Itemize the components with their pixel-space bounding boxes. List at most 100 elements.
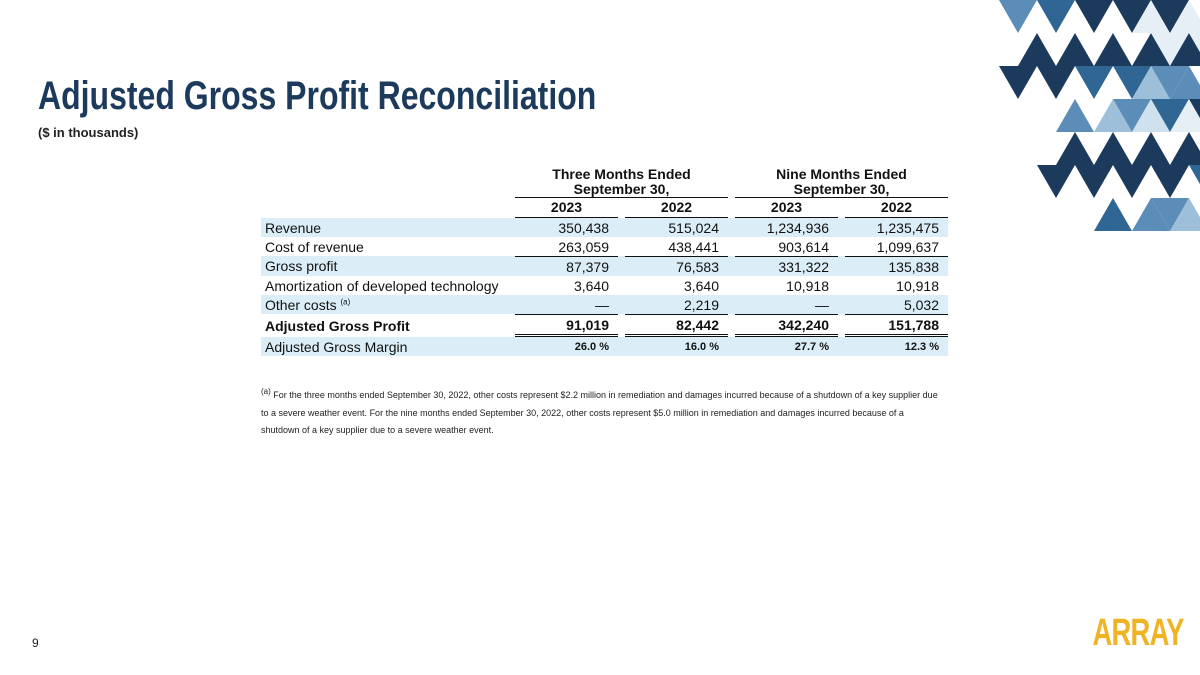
cell: 1,234,936	[735, 218, 838, 237]
table-row: Amortization of developed technology 3,64…	[261, 276, 948, 295]
gap	[728, 198, 735, 218]
gap	[728, 337, 735, 356]
group-line: Nine Months Ended	[776, 166, 907, 182]
triangle	[1113, 99, 1151, 132]
row-label-text: Adjusted Gross Profit	[265, 317, 410, 334]
row-label-text: Revenue	[265, 219, 322, 236]
subtitle: ($ in thousands)	[38, 125, 139, 140]
triangle	[1132, 0, 1170, 33]
triangle	[1132, 99, 1170, 132]
gap	[618, 295, 625, 314]
triangle	[1094, 198, 1132, 231]
row-label-text: Adjusted Gross Margin	[265, 338, 408, 355]
triangle	[1075, 0, 1113, 33]
cell: 27.7 %	[735, 337, 838, 356]
triangle	[1037, 165, 1075, 198]
cell: 1,235,475	[845, 218, 948, 237]
gap	[838, 198, 845, 218]
triangle	[1075, 165, 1113, 198]
triangle	[1170, 0, 1200, 33]
triangle	[1018, 33, 1056, 66]
footnote-marker: (a)	[261, 387, 271, 396]
column-header: 2023	[735, 198, 838, 218]
cell: 16.0 %	[625, 337, 728, 356]
table-row: Adjusted Gross Margin 26.0 % 16.0 % 27.7 % 1…	[261, 337, 948, 356]
group-line: Three Months Ended	[552, 166, 691, 182]
table-row: Adjusted Gross Profit 91,019 82,442 342,240…	[261, 314, 948, 337]
footnote: (a) For the three months ended September…	[261, 383, 941, 440]
gap	[838, 256, 845, 276]
row-label: Adjusted Gross Margin	[261, 337, 515, 356]
row-label-text: Other costs	[265, 296, 337, 313]
triangle	[1075, 66, 1113, 99]
row-label: Adjusted Gross Profit	[261, 314, 515, 337]
triangle	[1151, 165, 1189, 198]
group-line: September 30,	[573, 181, 670, 197]
triangle	[1170, 66, 1200, 99]
cell: 342,240	[735, 314, 838, 337]
triangle	[1189, 165, 1200, 185]
gap	[618, 337, 625, 356]
triangle	[1151, 0, 1189, 33]
logo: ARRAY	[1092, 612, 1185, 654]
gap	[618, 218, 625, 237]
triangle	[1056, 99, 1094, 132]
triangle	[1170, 132, 1200, 165]
gap	[838, 276, 845, 295]
cell: 1,099,637	[876, 238, 939, 255]
triangle	[1170, 198, 1200, 231]
row-note: (a)	[340, 296, 351, 306]
cell: 26.0 %	[515, 337, 618, 356]
triangle	[1113, 0, 1151, 33]
group-header: Three Months Ended September 30,	[515, 165, 728, 198]
gap	[618, 237, 625, 256]
cell: 350,438	[515, 218, 618, 237]
cell: 2,219	[625, 295, 728, 314]
triangle	[1151, 99, 1189, 132]
triangle	[1132, 66, 1170, 99]
column-header: 2022	[625, 198, 728, 218]
gap	[728, 218, 735, 237]
cell: 515,024	[625, 218, 728, 237]
gap	[728, 295, 735, 314]
cell: 263,059	[558, 238, 609, 255]
row-label: Revenue	[261, 218, 515, 237]
triangle	[1113, 66, 1151, 99]
table-row: Other costs (a) —2,219—5,032	[261, 295, 948, 314]
table-row: Gross profit 87,379 76,583 331,322 135,838	[261, 256, 948, 276]
triangle-decoration	[999, 0, 1200, 231]
gap	[728, 314, 735, 337]
triangle	[1170, 33, 1200, 66]
triangle	[1094, 132, 1132, 165]
cell: 87,379	[515, 256, 618, 276]
triangle	[1056, 132, 1094, 165]
gap	[838, 314, 845, 337]
group-line: September 30,	[793, 181, 890, 197]
title: Adjusted Gross Profit Reconciliation	[38, 74, 597, 118]
cell: 12.3 %	[845, 337, 948, 356]
gap	[728, 276, 735, 295]
triangle	[1189, 99, 1200, 119]
page-number: 9	[32, 636, 39, 650]
gap	[618, 276, 625, 295]
row-label: Other costs (a)	[261, 295, 515, 314]
group-header: Nine Months Ended September 30,	[735, 165, 948, 198]
row-label: Gross profit	[261, 256, 515, 276]
cell: 91,019	[515, 314, 618, 337]
footnote-text: For the three months ended September 30,…	[261, 390, 938, 435]
triangle	[1132, 132, 1170, 165]
gap	[618, 256, 625, 276]
cell: 135,838	[845, 256, 948, 276]
gap	[618, 314, 625, 337]
gap	[838, 218, 845, 237]
row-label: Cost of revenue	[261, 237, 515, 256]
row-label: Amortization of developed technology	[261, 276, 515, 295]
triangle	[1132, 33, 1170, 66]
gap	[838, 337, 845, 356]
triangle	[1037, 0, 1075, 33]
gap	[728, 237, 735, 256]
cell: 10,918	[896, 277, 939, 294]
triangle	[1170, 99, 1200, 132]
cell: 3,640	[573, 277, 609, 294]
